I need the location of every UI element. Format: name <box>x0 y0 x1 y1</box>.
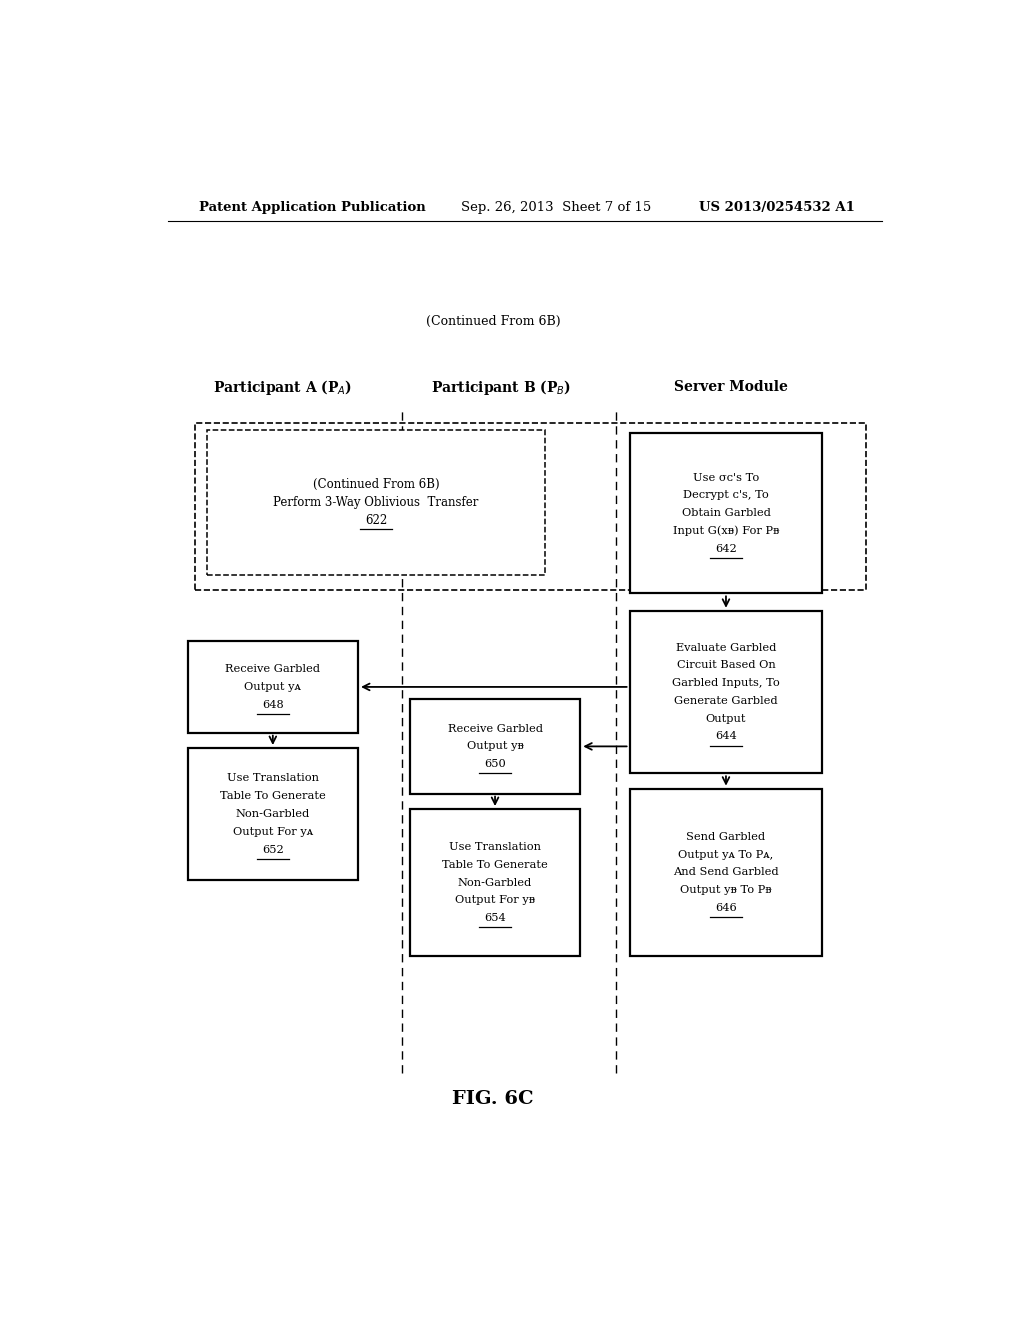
Text: And Send Garbled: And Send Garbled <box>673 867 779 878</box>
Text: 642: 642 <box>715 544 737 553</box>
Bar <box>630 433 822 594</box>
Text: Receive Garbled: Receive Garbled <box>225 664 321 675</box>
Text: Use Translation: Use Translation <box>227 774 318 783</box>
Text: Non-Garbled: Non-Garbled <box>236 809 310 818</box>
Text: FIG. 6C: FIG. 6C <box>453 1089 534 1107</box>
Text: Patent Application Publication: Patent Application Publication <box>200 201 426 214</box>
Text: Output For yᴀ: Output For yᴀ <box>232 826 313 837</box>
Text: Server Module: Server Module <box>674 380 788 395</box>
Text: Output: Output <box>706 714 746 723</box>
Text: Generate Garbled: Generate Garbled <box>674 696 778 706</box>
Text: Sep. 26, 2013  Sheet 7 of 15: Sep. 26, 2013 Sheet 7 of 15 <box>461 201 651 214</box>
Text: Use σᴄ's To: Use σᴄ's To <box>693 473 759 483</box>
Text: Circuit Based On: Circuit Based On <box>677 660 775 671</box>
Text: 622: 622 <box>365 513 387 527</box>
Text: 650: 650 <box>484 759 506 770</box>
Bar <box>196 422 866 590</box>
Text: Output yᴃ To Pᴃ: Output yᴃ To Pᴃ <box>680 886 772 895</box>
Bar <box>410 700 581 793</box>
Bar <box>630 611 822 774</box>
Text: Output yᴀ: Output yᴀ <box>245 682 301 692</box>
Text: Evaluate Garbled: Evaluate Garbled <box>676 643 776 652</box>
Text: 646: 646 <box>715 903 737 913</box>
Text: Output yᴀ To Pᴀ,: Output yᴀ To Pᴀ, <box>678 850 773 859</box>
Text: Receive Garbled: Receive Garbled <box>447 723 543 734</box>
Bar <box>630 788 822 956</box>
Text: Perform 3-Way Oblivious  Transfer: Perform 3-Way Oblivious Transfer <box>273 496 478 510</box>
Bar <box>187 748 358 880</box>
Text: Output yᴃ: Output yᴃ <box>467 742 523 751</box>
Text: Participant A (P$_A$): Participant A (P$_A$) <box>213 378 352 396</box>
Text: Input G(xᴃ) For Pᴃ: Input G(xᴃ) For Pᴃ <box>673 525 779 536</box>
Bar <box>207 430 545 576</box>
Text: Table To Generate: Table To Generate <box>220 791 326 801</box>
Text: US 2013/0254532 A1: US 2013/0254532 A1 <box>699 201 855 214</box>
Text: (Continued From 6B): (Continued From 6B) <box>426 314 560 327</box>
Text: Send Garbled: Send Garbled <box>686 832 766 842</box>
Text: Non-Garbled: Non-Garbled <box>458 878 532 887</box>
Text: 648: 648 <box>262 700 284 710</box>
Text: Participant B (P$_B$): Participant B (P$_B$) <box>431 378 571 396</box>
Text: Output For yᴃ: Output For yᴃ <box>455 895 536 906</box>
Text: 654: 654 <box>484 913 506 923</box>
Text: Table To Generate: Table To Generate <box>442 859 548 870</box>
Text: Obtain Garbled: Obtain Garbled <box>682 508 770 519</box>
Bar <box>410 809 581 956</box>
Text: 644: 644 <box>715 731 737 742</box>
Text: 652: 652 <box>262 845 284 854</box>
Bar <box>187 642 358 733</box>
Text: (Continued From 6B): (Continued From 6B) <box>312 478 439 491</box>
Text: Garbled Inputs, To: Garbled Inputs, To <box>672 678 780 688</box>
Text: Use Translation: Use Translation <box>450 842 541 851</box>
Text: Decrypt ᴄ's, To: Decrypt ᴄ's, To <box>683 490 769 500</box>
